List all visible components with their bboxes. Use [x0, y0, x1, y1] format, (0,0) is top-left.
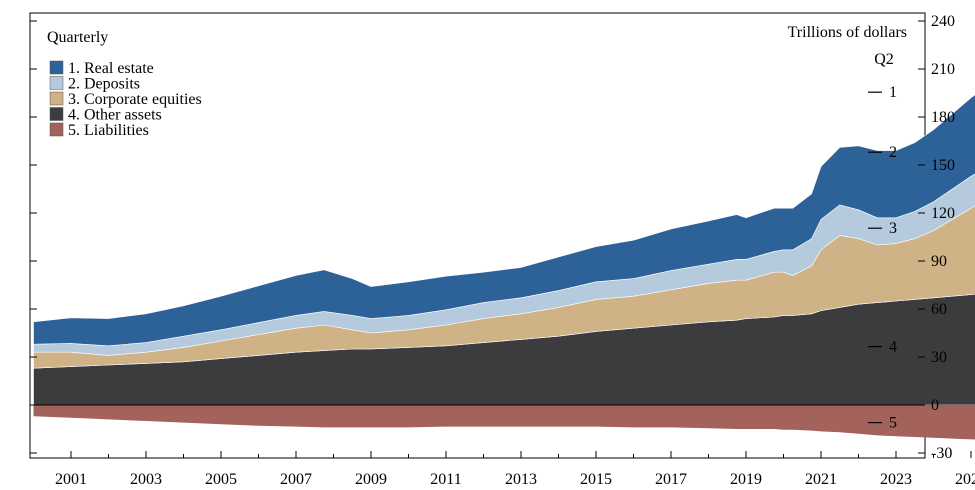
x-tick-label: 2009 — [355, 471, 387, 488]
legend-entry: 4. Other assets — [68, 107, 162, 124]
area-liabilities — [33, 405, 975, 440]
marker-label-2: 2 — [889, 144, 897, 161]
legend-entry: 2. Deposits — [68, 76, 140, 93]
area-layer — [33, 94, 975, 440]
x-tick-label: 2015 — [580, 471, 612, 488]
legend-entry: 3. Corporate equities — [68, 91, 202, 108]
legend-entry: 1. Real estate — [68, 60, 154, 77]
x-tick-label: 2025 — [955, 471, 975, 488]
y-tick-label: 180 — [931, 109, 955, 126]
marker-label-4: 4 — [889, 339, 897, 356]
area-real-estate — [33, 94, 975, 347]
legend-swatch — [49, 122, 64, 137]
x-tick-label: 2023 — [880, 471, 912, 488]
legend-swatch — [49, 91, 64, 106]
y-axis: -30 0 30 60 90 120 150 180 210 240 — [30, 13, 955, 462]
x-tick-label: 2019 — [730, 471, 762, 488]
frequency-label: Quarterly — [47, 29, 108, 46]
y-tick-label: 0 — [931, 397, 939, 414]
y-tick-label: 120 — [931, 205, 955, 222]
y-tick-label: 90 — [931, 253, 947, 270]
x-tick-label: 2001 — [55, 471, 87, 488]
x-tick-label: 2017 — [655, 471, 687, 488]
marker-label-3: 3 — [889, 220, 897, 237]
legend-swatch — [49, 76, 64, 90]
x-tick-label: 2013 — [505, 471, 537, 488]
y-tick-label: 210 — [931, 61, 955, 78]
x-tick-label: 2007 — [280, 471, 312, 488]
y-tick-label: -30 — [931, 445, 952, 462]
y-tick-label: 60 — [931, 301, 947, 318]
x-tick-label: 2003 — [130, 471, 162, 488]
legend-swatch — [49, 60, 64, 75]
marker-label-5: 5 — [889, 415, 897, 432]
y-tick-label: 240 — [931, 13, 955, 30]
series-markers: 1 2 3 4 5 — [868, 84, 897, 432]
y-tick-label: 150 — [931, 157, 955, 174]
marker-label-1: 1 — [889, 84, 897, 101]
x-axis: 2001 2003 2005 2007 2009 2011 2013 2015 2017 2019… — [55, 451, 975, 488]
x-tick-label: 2011 — [430, 471, 461, 488]
last-period-label: Q2 — [874, 51, 894, 68]
legend-entry: 5. Liabilities — [68, 122, 149, 139]
x-tick-label: 2005 — [205, 471, 237, 488]
units-label: Trillions of dollars — [788, 24, 907, 41]
x-tick-label: 2021 — [805, 471, 837, 488]
legend-swatch — [49, 107, 64, 121]
y-tick-label: 30 — [931, 349, 947, 366]
